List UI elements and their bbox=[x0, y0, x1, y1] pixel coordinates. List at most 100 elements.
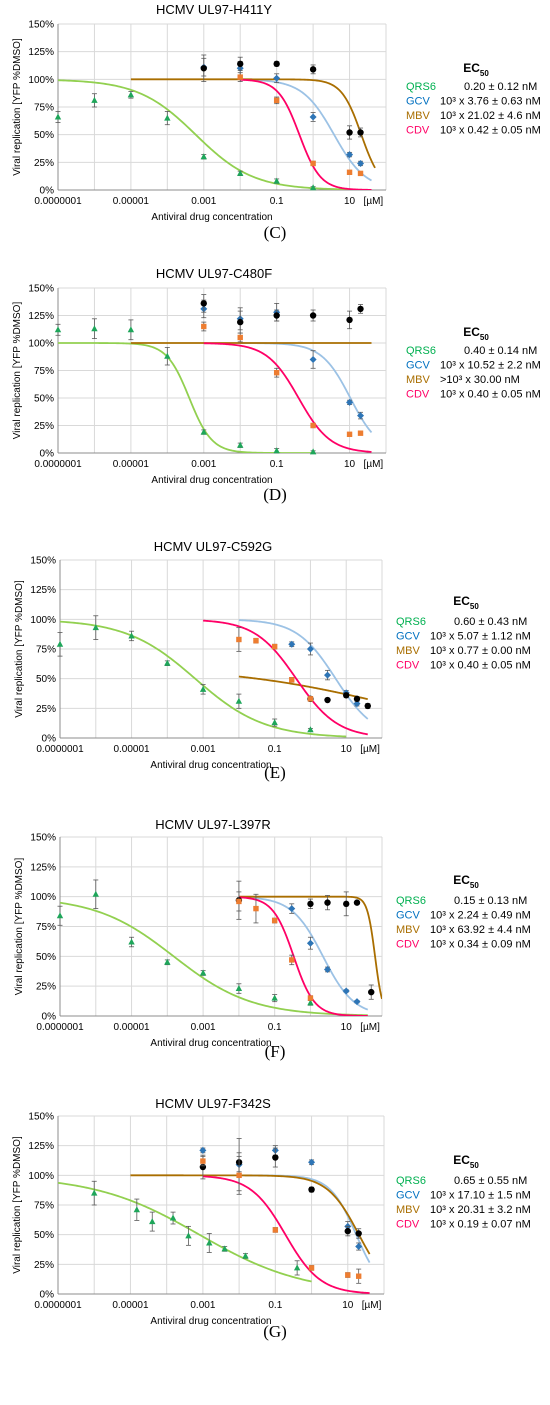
legend-cdv: CDV bbox=[406, 389, 430, 401]
data-point-gcv bbox=[306, 939, 314, 947]
legend-qrs6: QRS6 bbox=[396, 895, 426, 907]
data-point-qrs6 bbox=[199, 685, 207, 692]
data-point-mbv bbox=[308, 1186, 315, 1193]
data-point-mbv bbox=[309, 312, 317, 319]
legend-qrs6: QRS6 bbox=[406, 345, 436, 357]
x-tick-label: 0.1 bbox=[268, 744, 282, 755]
data-point-gcv bbox=[309, 356, 317, 363]
data-point-mbv bbox=[368, 988, 375, 996]
data-point-cdv bbox=[236, 898, 242, 905]
y-tick-label: 75% bbox=[36, 645, 56, 656]
fit-curve-cdv bbox=[203, 619, 368, 736]
ec50-value-qrs6: 0.15 ± 0.13 nM bbox=[454, 895, 527, 907]
y-tick-label: 50% bbox=[34, 1230, 54, 1241]
chart-title: HCMV UL97-L397R bbox=[155, 817, 271, 832]
data-point-qrs6 bbox=[92, 624, 99, 631]
data-point-gcv bbox=[353, 998, 361, 1006]
y-axis-title: Viral replication [YFP %DMSO] bbox=[12, 38, 23, 176]
ec50-value-mbv: 10³ x 0.77 ± 0.00 nM bbox=[430, 645, 531, 657]
data-point-cdv bbox=[357, 430, 364, 436]
ec50-header: EC50 bbox=[463, 61, 489, 78]
x-tick-label: 0.001 bbox=[190, 1300, 215, 1311]
x-unit-label: [µM] bbox=[360, 744, 380, 755]
x-axis-title: Antiviral drug concentration bbox=[151, 212, 272, 223]
x-tick-label: 0.0000001 bbox=[36, 744, 84, 755]
y-tick-label: 75% bbox=[34, 366, 54, 377]
y-axis-title: Viral replication [YFP %DMSO] bbox=[12, 1136, 23, 1274]
y-tick-label: 25% bbox=[36, 982, 56, 993]
ec50-value-qrs6: 0.65 ± 0.55 nM bbox=[454, 1175, 527, 1187]
x-tick-label: 0.0000001 bbox=[34, 1300, 82, 1311]
panel-label: (F) bbox=[265, 1042, 286, 1061]
panel-label: (G) bbox=[263, 1322, 287, 1341]
y-tick-label: 50% bbox=[36, 952, 56, 963]
data-point-mbv bbox=[273, 60, 280, 68]
chart-title: HCMV UL97-F342S bbox=[155, 1096, 271, 1111]
y-tick-label: 150% bbox=[28, 284, 54, 295]
ec50-header: EC50 bbox=[463, 325, 489, 342]
y-tick-label: 150% bbox=[28, 1112, 54, 1123]
x-tick-label: 0.001 bbox=[191, 744, 216, 755]
data-point-cdv bbox=[253, 637, 259, 644]
panel-label: (C) bbox=[264, 223, 287, 242]
data-point-cdv bbox=[345, 1272, 351, 1278]
data-point-mbv bbox=[344, 1227, 351, 1235]
data-point-gcv bbox=[308, 1158, 316, 1166]
legend-mbv: MBV bbox=[406, 110, 431, 122]
data-point-qrs6 bbox=[133, 1206, 141, 1213]
x-tick-label: 0.00001 bbox=[113, 1022, 150, 1033]
ec50-value-mbv: 10³ x 20.31 ± 3.2 nM bbox=[430, 1204, 531, 1216]
data-point-gcv bbox=[346, 151, 354, 159]
x-tick-label: 0.1 bbox=[268, 1300, 282, 1311]
x-tick-label: 10 bbox=[342, 1300, 354, 1311]
data-point-qrs6 bbox=[164, 958, 171, 965]
data-point-mbv bbox=[200, 65, 207, 72]
x-tick-label: 0.0000001 bbox=[36, 1022, 84, 1033]
x-tick-label: 0.00001 bbox=[112, 1300, 149, 1311]
data-point-qrs6 bbox=[200, 428, 207, 435]
legend-qrs6: QRS6 bbox=[396, 616, 426, 628]
y-tick-label: 0% bbox=[42, 1012, 57, 1023]
ec50-value-qrs6: 0.60 ± 0.43 nM bbox=[454, 616, 527, 628]
fit-curve-cdv bbox=[240, 78, 372, 190]
y-tick-label: 75% bbox=[34, 103, 54, 114]
ec50-header: EC50 bbox=[453, 873, 479, 890]
y-tick-label: 50% bbox=[34, 130, 54, 141]
ec50-header: EC50 bbox=[453, 1153, 479, 1170]
data-point-mbv bbox=[343, 692, 350, 699]
data-point-qrs6 bbox=[206, 1239, 213, 1246]
x-tick-label: 0.1 bbox=[270, 459, 284, 470]
x-tick-label: 10 bbox=[344, 196, 356, 207]
panel-0: HCMV UL97-H411Y 0% 25% 50% 75% 100% 125% 150% 0.… bbox=[12, 2, 541, 242]
y-tick-label: 0% bbox=[40, 1290, 55, 1301]
ec50-value-qrs6: 0.20 ± 0.12 nM bbox=[464, 81, 537, 93]
y-axis-title: Viral replication [YFP %DMSO] bbox=[14, 580, 25, 718]
data-point-qrs6 bbox=[307, 726, 314, 733]
data-point-cdv bbox=[271, 917, 278, 924]
data-point-gcv bbox=[346, 398, 354, 406]
data-point-qrs6 bbox=[221, 1245, 228, 1252]
legend-mbv: MBV bbox=[396, 1204, 421, 1216]
data-point-mbv bbox=[309, 66, 317, 73]
x-unit-label: [µM] bbox=[364, 459, 384, 470]
fit-curve-cdv bbox=[202, 1175, 370, 1294]
legend-cdv: CDV bbox=[396, 660, 420, 672]
x-axis-title: Antiviral drug concentration bbox=[150, 1038, 271, 1049]
fit-curve-qrs6 bbox=[58, 342, 314, 453]
y-tick-label: 0% bbox=[40, 449, 55, 460]
data-point-cdv bbox=[289, 957, 295, 963]
data-point-mbv bbox=[273, 312, 280, 319]
x-tick-label: 0.00001 bbox=[113, 744, 150, 755]
data-point-mbv bbox=[237, 318, 244, 326]
data-point-mbv bbox=[355, 1230, 362, 1237]
data-point-cdv bbox=[272, 1227, 279, 1233]
x-tick-label: 0.001 bbox=[191, 196, 216, 207]
legend-cdv: CDV bbox=[396, 939, 420, 951]
data-point-gcv bbox=[324, 671, 332, 679]
data-point-qrs6 bbox=[273, 177, 280, 184]
ec50-value-mbv: 10³ x 63.92 ± 4.4 nM bbox=[430, 924, 531, 936]
data-point-mbv bbox=[324, 696, 331, 704]
data-point-qrs6 bbox=[92, 890, 99, 897]
data-point-qrs6 bbox=[235, 697, 243, 704]
